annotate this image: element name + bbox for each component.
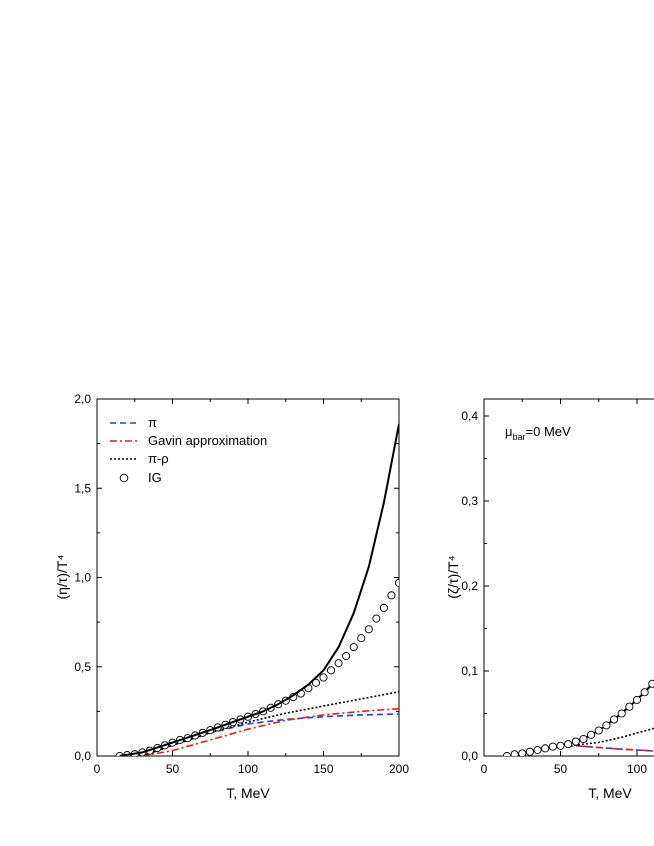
y-tick-label: 0,1 xyxy=(461,664,478,678)
data-point xyxy=(648,679,654,688)
y-tick-label: 1,5 xyxy=(74,481,91,495)
plot-frame xyxy=(96,398,400,757)
data-point xyxy=(394,578,399,587)
y-tick-label: 2,0 xyxy=(74,392,91,406)
data-point xyxy=(587,730,596,739)
data-point xyxy=(533,746,542,755)
y-tick-label: 0,3 xyxy=(461,494,478,508)
data-point xyxy=(372,614,381,623)
series-series-3-line xyxy=(506,680,654,756)
data-point xyxy=(556,741,565,750)
data-point xyxy=(632,695,642,704)
left-series-group xyxy=(115,423,399,756)
right-axis-ticks: 0 50 100 0,0 0,1 0,2 0,3 0,4 xyxy=(461,399,647,776)
data-point xyxy=(357,634,366,643)
x-tick-label: 200 xyxy=(389,762,409,776)
series-ig-markers xyxy=(115,578,399,756)
x-tick-label: 100 xyxy=(238,762,258,776)
data-point xyxy=(319,673,328,682)
data-point xyxy=(610,715,619,724)
y-tick-label: 0,2 xyxy=(461,579,478,593)
data-point xyxy=(625,702,634,711)
x-tick-label: 100 xyxy=(627,762,647,776)
series---line xyxy=(142,713,399,756)
y-tick-label: 0,0 xyxy=(461,749,478,763)
y-tick-label: 1,0 xyxy=(74,571,91,585)
mu-value: =0 MeV xyxy=(526,424,571,439)
data-point xyxy=(379,603,388,612)
data-point xyxy=(334,659,343,668)
chart-left-panel: 0 50 100 150 200 0,0 0,5 1,0 1,5 2,0 T, MeV (η/τ)… xyxy=(54,392,409,801)
data-point xyxy=(510,750,519,756)
series-series-4-line xyxy=(119,423,399,756)
legend: π Gavin approximation π-ρ IG xyxy=(110,415,267,485)
legend-label-ig: IG xyxy=(148,470,162,485)
data-point xyxy=(548,742,557,751)
data-point xyxy=(579,734,588,744)
mu-bar-annotation: μbar=0 MeV xyxy=(505,424,571,442)
data-point xyxy=(311,678,321,687)
series-gavin-approximation-line xyxy=(142,707,399,756)
y-tick-label: 0,4 xyxy=(461,409,478,423)
y-tick-label: 0,5 xyxy=(74,660,91,674)
data-point xyxy=(518,749,527,756)
data-point xyxy=(541,744,550,753)
x-tick-label: 50 xyxy=(166,762,180,776)
legend-swatch-ig xyxy=(119,473,129,483)
right-series-group xyxy=(502,679,654,756)
data-point xyxy=(364,625,373,634)
data-point xyxy=(571,737,580,746)
data-point xyxy=(342,651,351,661)
series---line xyxy=(142,690,399,756)
data-point xyxy=(594,726,603,735)
legend-label-pi: π xyxy=(148,415,157,430)
left-axis-ticks: 0 50 100 150 200 0,0 0,5 1,0 1,5 2,0 xyxy=(74,392,409,776)
series-series-4-markers xyxy=(502,679,654,756)
plot-frame xyxy=(483,398,654,757)
mu-symbol: μ xyxy=(505,424,513,439)
y-axis-title: (ζ/τ)/T⁴ xyxy=(445,555,461,598)
x-tick-label: 150 xyxy=(313,762,333,776)
data-point xyxy=(640,688,649,697)
chart-right-panel: 0 50 100 0,0 0,1 0,2 0,3 0,4 T, MeV (ζ/τ)/T⁴ μb… xyxy=(445,398,654,801)
legend-label-pi-rho: π-ρ xyxy=(148,451,169,466)
mu-subscript: bar xyxy=(513,432,526,442)
x-tick-label: 50 xyxy=(554,762,568,776)
x-axis-title: T, MeV xyxy=(226,785,270,801)
data-point xyxy=(387,591,396,600)
x-tick-label: 0 xyxy=(94,762,101,776)
legend-label-gavin: Gavin approximation xyxy=(148,433,267,448)
data-point xyxy=(617,709,626,718)
data-point xyxy=(326,666,336,675)
data-point xyxy=(525,747,534,756)
data-point xyxy=(602,721,611,730)
data-point xyxy=(564,740,573,749)
data-point xyxy=(502,751,511,756)
data-point xyxy=(349,643,358,652)
x-axis-title: T, MeV xyxy=(588,785,632,801)
y-axis-title: (η/τ)/T⁴ xyxy=(54,555,70,600)
x-tick-label: 0 xyxy=(481,762,488,776)
y-tick-label: 0,0 xyxy=(74,749,91,763)
